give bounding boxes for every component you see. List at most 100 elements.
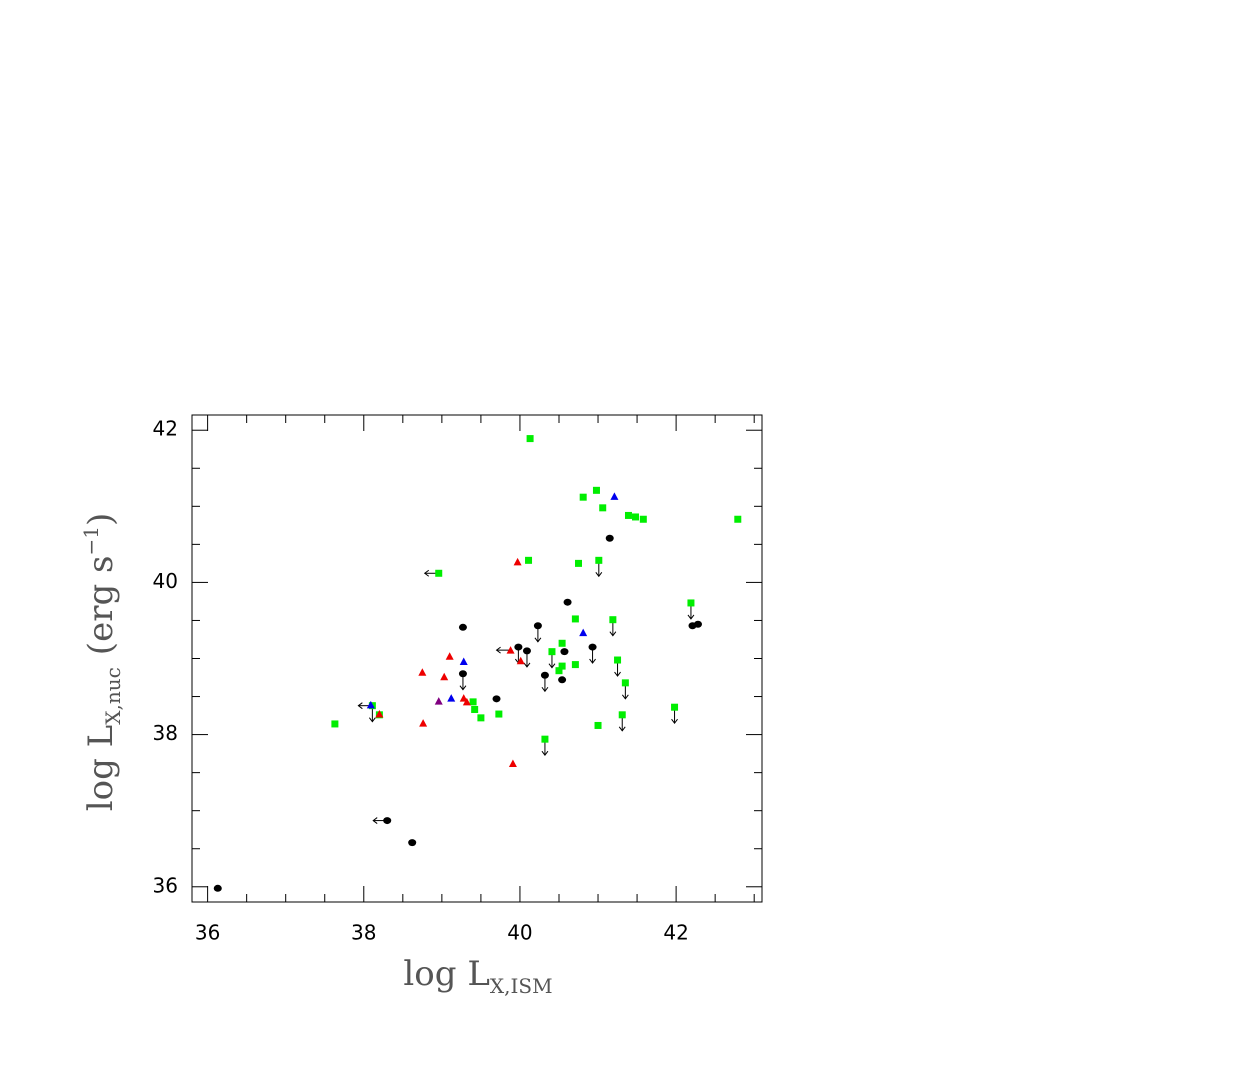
x-tick-label: 38 [351, 921, 376, 945]
triangle-point [462, 697, 471, 706]
circle-point [408, 839, 417, 847]
y-label-sub: X,nuc [101, 667, 125, 725]
square-point [331, 720, 339, 728]
y-label-unit: (erg s [81, 556, 121, 656]
square-point [624, 511, 632, 519]
square-point [595, 556, 603, 564]
square-point [639, 515, 647, 523]
triangle-point [513, 557, 522, 566]
square-point [599, 504, 607, 512]
square-point [555, 667, 563, 675]
circle-point [605, 534, 614, 542]
square-point [548, 648, 556, 656]
y-tick-label: 38 [153, 721, 178, 745]
y-axis-label: log LX,nuc (erg s−1) [79, 513, 125, 811]
square-point [435, 569, 443, 577]
square-point [558, 639, 566, 647]
square-point [594, 721, 602, 729]
square-point [541, 735, 549, 743]
circle-point [560, 648, 569, 656]
triangle-point [579, 628, 588, 637]
triangle-point [445, 652, 454, 660]
triangle-point [506, 646, 515, 654]
plot-frame [191, 414, 763, 903]
x-tick-label: 42 [663, 921, 688, 945]
x-label-sub: X,ISM [490, 974, 553, 998]
upper-limit-head [609, 631, 617, 637]
x-tick-label: 36 [195, 921, 220, 945]
circle-point [693, 620, 702, 628]
upper-limit-head [671, 718, 678, 725]
x-tick-label: 40 [507, 921, 532, 945]
triangle-point [375, 710, 384, 718]
square-point [525, 556, 533, 564]
x-limit-head [495, 646, 501, 654]
x-axis-label: log LX,ISM [403, 954, 552, 998]
square-point [632, 513, 640, 521]
upper-limit-head [541, 686, 549, 693]
square-point [618, 711, 626, 719]
square-point [471, 705, 479, 713]
triangle-point [440, 672, 449, 681]
upper-limit-head [548, 663, 556, 669]
triangle-point [459, 694, 468, 702]
square-point [469, 698, 477, 706]
triangle-point [419, 719, 428, 727]
circle-point [458, 670, 467, 678]
upper-limit-head [541, 750, 549, 756]
square-point [687, 599, 695, 607]
square-point [621, 679, 629, 687]
x-limit-head [357, 702, 363, 710]
x-label-main: log L [403, 954, 490, 994]
square-point [579, 493, 587, 501]
y-label-end: ) [81, 513, 121, 526]
square-point [526, 435, 534, 443]
circle-point [533, 622, 542, 630]
y-label-sup: −1 [79, 526, 103, 555]
square-point [671, 703, 679, 711]
upper-limit-head [621, 694, 629, 700]
y-tick-label: 40 [153, 569, 178, 593]
triangle-point [447, 694, 456, 702]
upper-limit-head [523, 662, 531, 668]
circle-point [492, 695, 501, 703]
circle-point [558, 676, 567, 684]
y-label-main: log L [81, 725, 121, 812]
upper-limit-head [687, 614, 695, 620]
square-point [571, 615, 579, 623]
circle-point [383, 817, 392, 825]
x-limit-head [372, 817, 378, 824]
triangle-point [434, 697, 443, 705]
square-point [571, 661, 579, 669]
upper-limit-head [614, 671, 621, 677]
square-point [614, 656, 622, 664]
circle-point [540, 671, 549, 679]
square-point [734, 515, 742, 523]
square-point [477, 714, 485, 722]
y-tick-label: 42 [153, 417, 178, 441]
upper-limit-head [534, 637, 542, 643]
triangle-point [610, 492, 619, 500]
triangle-point [418, 668, 427, 676]
upper-limit-head [595, 572, 603, 578]
upper-limit-head [589, 658, 596, 664]
square-point [495, 710, 503, 718]
circle-point [458, 623, 467, 631]
upper-limit-head [368, 717, 376, 723]
upper-limit-head [459, 685, 467, 691]
circle-point [514, 643, 523, 651]
square-point [558, 662, 566, 670]
x-limit-head [423, 569, 430, 577]
triangle-point [508, 759, 517, 768]
triangle-point [516, 656, 525, 665]
circle-point [522, 647, 531, 655]
circle-point [563, 598, 572, 606]
circle-point [213, 884, 222, 892]
square-point [575, 559, 583, 567]
circle-point [588, 643, 597, 651]
triangle-point [366, 700, 375, 709]
y-tick-label: 36 [153, 873, 178, 897]
upper-limit-head [618, 726, 626, 732]
square-point [609, 616, 617, 624]
